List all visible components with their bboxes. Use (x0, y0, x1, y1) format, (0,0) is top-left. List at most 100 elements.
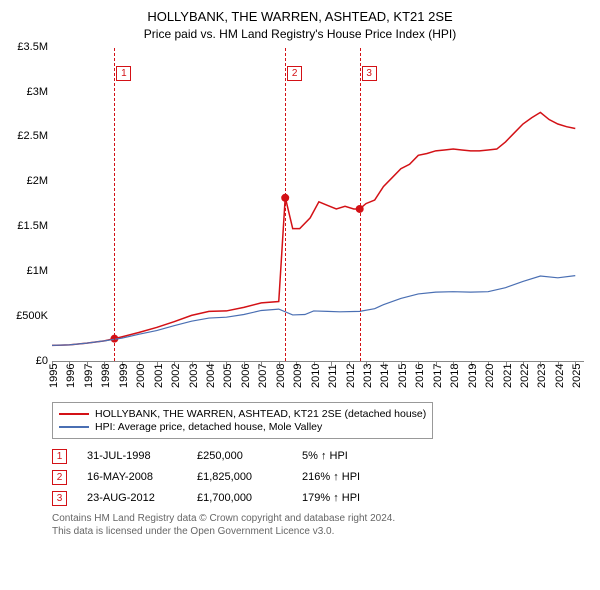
x-axis-tick: 2010 (314, 361, 315, 378)
x-axis-tick: 2004 (209, 361, 210, 378)
x-axis-tick: 1996 (69, 361, 70, 378)
x-axis-tick: 2013 (366, 361, 367, 378)
x-axis-tick: 2019 (471, 361, 472, 378)
x-axis-tick: 2018 (453, 361, 454, 378)
legend: HOLLYBANK, THE WARREN, ASHTEAD, KT21 2SE… (52, 402, 433, 439)
x-axis-label: 2018 (449, 387, 461, 388)
sale-marker-vline (114, 48, 115, 361)
title-sub: Price paid vs. HM Land Registry's House … (10, 26, 590, 42)
plot-area: £0£500K£1M£1.5M£2M£2.5M£3M£3.5M199519961… (52, 48, 584, 362)
y-axis-label: £1.5M (17, 220, 52, 232)
x-axis-label: 2013 (362, 387, 374, 388)
x-axis-label: 2017 (432, 387, 444, 388)
sale-price: £250,000 (197, 450, 282, 462)
x-axis-label: 1997 (83, 387, 95, 388)
x-axis-label: 2016 (414, 387, 426, 388)
sale-pct: 179% ↑ HPI (302, 492, 397, 504)
x-axis-label: 2002 (170, 387, 182, 388)
sale-price: £1,825,000 (197, 471, 282, 483)
x-axis-label: 2019 (467, 387, 479, 388)
x-axis-label: 1995 (48, 387, 60, 388)
x-axis-tick: 1997 (87, 361, 88, 378)
x-axis-label: 1998 (100, 387, 112, 388)
sale-date: 31-JUL-1998 (87, 450, 177, 462)
x-axis-label: 2023 (536, 387, 548, 388)
legend-row: HPI: Average price, detached house, Mole… (59, 421, 426, 433)
x-axis-tick: 2007 (261, 361, 262, 378)
x-axis-label: 2007 (257, 387, 269, 388)
x-axis-label: 2008 (275, 387, 287, 388)
y-axis-label: £500K (16, 310, 52, 322)
x-axis-label: 2012 (345, 387, 357, 388)
y-axis-label: £3M (27, 86, 52, 98)
legend-label: HOLLYBANK, THE WARREN, ASHTEAD, KT21 2SE… (95, 408, 426, 420)
x-axis-tick: 2005 (226, 361, 227, 378)
x-axis-label: 1996 (65, 387, 77, 388)
x-axis-tick: 2016 (418, 361, 419, 378)
x-axis-label: 2024 (554, 387, 566, 388)
x-axis-tick: 1998 (104, 361, 105, 378)
title-main: HOLLYBANK, THE WARREN, ASHTEAD, KT21 2SE (10, 8, 590, 26)
x-axis-label: 2025 (571, 387, 583, 388)
sales-table-row: 216-MAY-2008£1,825,000216% ↑ HPI (52, 470, 590, 485)
x-axis-tick: 2014 (383, 361, 384, 378)
sale-pct: 216% ↑ HPI (302, 471, 397, 483)
x-axis-tick: 2001 (157, 361, 158, 378)
sale-marker-box: 3 (362, 66, 377, 81)
legend-swatch-icon (59, 413, 89, 415)
legend-label: HPI: Average price, detached house, Mole… (95, 421, 322, 433)
x-axis-label: 2022 (519, 387, 531, 388)
x-axis-label: 2010 (310, 387, 322, 388)
sale-price: £1,700,000 (197, 492, 282, 504)
x-axis-tick: 2022 (523, 361, 524, 378)
sale-marker-box: 2 (287, 66, 302, 81)
chart-container: HOLLYBANK, THE WARREN, ASHTEAD, KT21 2SE… (0, 0, 600, 590)
x-axis-tick: 2017 (436, 361, 437, 378)
sale-date: 23-AUG-2012 (87, 492, 177, 504)
x-axis-label: 2021 (502, 387, 514, 388)
footer-attribution: Contains HM Land Registry data © Crown c… (52, 512, 590, 538)
x-axis-label: 2003 (188, 387, 200, 388)
x-axis-tick: 1999 (122, 361, 123, 378)
sale-marker-vline (285, 48, 286, 361)
x-axis-tick: 2006 (244, 361, 245, 378)
footer-line2: This data is licensed under the Open Gov… (52, 525, 590, 538)
x-axis-label: 2004 (205, 387, 217, 388)
y-axis-label: £2.5M (17, 130, 52, 142)
x-axis-tick: 1995 (52, 361, 53, 378)
x-axis-tick: 2011 (331, 361, 332, 378)
x-axis-label: 2020 (484, 387, 496, 388)
x-axis-label: 1999 (118, 387, 130, 388)
x-axis-tick: 2009 (296, 361, 297, 378)
y-axis-label: £1M (27, 265, 52, 277)
sale-marker-box: 1 (116, 66, 131, 81)
sale-number-box: 2 (52, 470, 67, 485)
sale-marker-vline (360, 48, 361, 361)
sales-table-row: 3 23-AUG-2012 £1,700,000 179% ↑ HPI (52, 491, 590, 506)
x-axis-label: 2006 (240, 387, 252, 388)
x-axis-tick: 2012 (349, 361, 350, 378)
x-axis-tick: 2023 (540, 361, 541, 378)
x-axis-tick: 2002 (174, 361, 175, 378)
sale-pct: 5% ↑ HPI (302, 450, 397, 462)
x-axis-tick: 2025 (575, 361, 576, 378)
x-axis-tick: 2024 (558, 361, 559, 378)
title-block: HOLLYBANK, THE WARREN, ASHTEAD, KT21 2SE… (10, 8, 590, 42)
x-axis-label: 2015 (397, 387, 409, 388)
x-axis-tick: 2020 (488, 361, 489, 378)
x-axis-label: 2011 (327, 387, 339, 388)
y-axis-label: £2M (27, 175, 52, 187)
x-axis-label: 2005 (222, 387, 234, 388)
legend-swatch-icon (59, 426, 89, 428)
x-axis-tick: 2008 (279, 361, 280, 378)
x-axis-tick: 2015 (401, 361, 402, 378)
footer-line1: Contains HM Land Registry data © Crown c… (52, 512, 590, 525)
x-axis-label: 2014 (379, 387, 391, 388)
sale-number-box: 3 (52, 491, 67, 506)
chart-svg (52, 48, 584, 361)
sale-number-box: 1 (52, 449, 67, 464)
x-axis-tick: 2021 (506, 361, 507, 378)
x-axis-tick: 2003 (192, 361, 193, 378)
y-axis-label: £3.5M (17, 41, 52, 53)
legend-row: HOLLYBANK, THE WARREN, ASHTEAD, KT21 2SE… (59, 408, 426, 420)
